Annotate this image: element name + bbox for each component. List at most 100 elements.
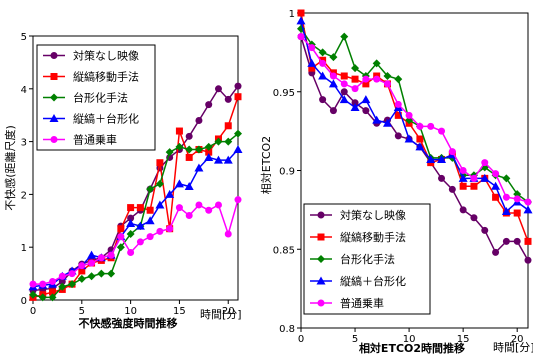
data-point [49, 278, 57, 286]
x-tick-label: 15 [457, 334, 470, 345]
series-4 [28, 145, 243, 291]
data-point [126, 218, 136, 227]
data-point [459, 167, 467, 174]
data-point [175, 127, 183, 135]
x-axis-title: 不快感強度時間推移 [79, 316, 178, 330]
data-point [29, 280, 37, 288]
data-point [394, 111, 402, 119]
data-point [29, 290, 37, 299]
data-point [308, 44, 316, 52]
x-tick-label: 20 [511, 334, 524, 345]
data-point [492, 170, 500, 178]
data-point [155, 200, 165, 209]
data-point [214, 137, 223, 146]
data-point [339, 95, 349, 104]
data-point [394, 132, 402, 140]
data-point [87, 272, 96, 281]
data-point [394, 75, 403, 84]
x-tick-label: 5 [79, 306, 85, 317]
data-point [58, 278, 66, 286]
series-5 [297, 33, 532, 206]
data-point [146, 206, 154, 214]
plot-area [32, 35, 239, 301]
legend-swatch-marker [50, 52, 58, 59]
data-point [234, 196, 242, 204]
x-tick-label: 10 [403, 334, 416, 345]
data-point [97, 269, 106, 278]
y-tick-label: 4 [21, 85, 27, 96]
data-point [437, 154, 447, 163]
data-point [491, 181, 501, 190]
data-point [117, 225, 125, 233]
legend-entry-label: 台形化手法 [340, 252, 395, 266]
data-point [448, 148, 456, 156]
data-point [362, 75, 370, 83]
y-tick-label: 1 [289, 9, 295, 20]
data-point [308, 64, 316, 72]
data-point [185, 153, 193, 161]
data-point [513, 209, 521, 217]
y-tick-label: 2 [21, 190, 27, 201]
data-point [107, 269, 116, 278]
data-point [318, 71, 328, 80]
data-point [194, 163, 204, 172]
data-point [448, 185, 456, 193]
data-point [502, 193, 510, 201]
y-axis-label: 不快感(距離尺度) [3, 125, 17, 211]
data-point [87, 250, 97, 259]
series-line [32, 96, 239, 299]
data-point [145, 216, 155, 225]
legend-entry-label: 対策なし映像 [73, 49, 139, 63]
y-tick-label: 5 [21, 32, 27, 43]
data-point [404, 134, 414, 143]
y-tick-label: 0.85 [273, 245, 295, 256]
x-tick-label: 0 [30, 306, 36, 317]
data-point [175, 142, 184, 151]
series-line [32, 149, 239, 288]
data-point [58, 272, 66, 280]
data-point [204, 142, 213, 151]
legend-entry-label: 縦縞＋台形化 [73, 112, 139, 126]
y-axis-label: 相対ETCO2 [259, 136, 273, 194]
data-point [205, 101, 213, 109]
data-point [194, 145, 203, 154]
data-point [68, 280, 77, 289]
data-point [459, 206, 467, 214]
data-point [224, 137, 233, 146]
legend-swatch-marker [50, 136, 58, 143]
data-point [383, 80, 391, 88]
data-point [383, 72, 392, 80]
data-point [88, 259, 96, 267]
legend-swatch-marker [317, 255, 325, 263]
data-point [523, 205, 533, 214]
data-point [340, 32, 349, 41]
data-point [362, 107, 370, 115]
legend-entry-label: 対策なし映像 [340, 208, 406, 222]
data-point [416, 135, 424, 143]
data-point [195, 201, 203, 209]
data-point [329, 107, 337, 115]
data-point [48, 293, 57, 302]
data-point [351, 64, 360, 73]
x-tick-label: 15 [173, 306, 186, 317]
series-4 [296, 16, 533, 215]
data-point [185, 212, 193, 220]
x-axis-title: 相対ETCO2時間推移 [359, 341, 465, 355]
data-point [165, 189, 175, 198]
x-axis-unit-label: 時間[分] [200, 308, 242, 321]
data-point [117, 233, 125, 241]
legend-swatch-marker [50, 93, 58, 102]
data-point [204, 152, 214, 161]
series-3 [29, 129, 242, 302]
legend-swatch-marker [317, 233, 325, 241]
data-point [297, 9, 305, 17]
data-point [470, 182, 478, 190]
data-point [136, 238, 144, 246]
data-point [49, 288, 57, 296]
legend-swatch-marker [49, 114, 59, 122]
data-point [166, 225, 174, 233]
data-point [372, 59, 381, 68]
data-point [438, 174, 446, 182]
data-point [223, 155, 233, 164]
